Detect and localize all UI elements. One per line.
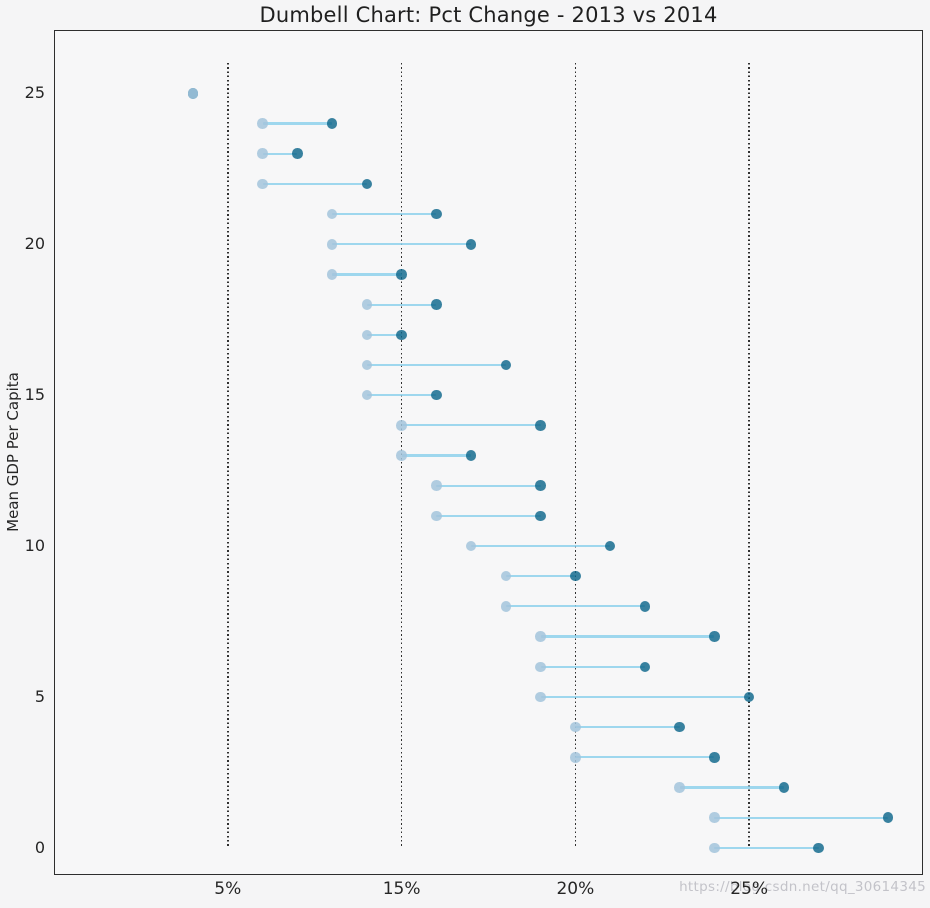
dot-pct-2013 — [465, 239, 477, 250]
dot-pct-2013 — [604, 540, 616, 552]
y-tick-label: 5 — [34, 686, 45, 706]
dumbbell-connector — [471, 544, 611, 548]
dumbbell-connector — [714, 816, 889, 819]
dumbbell-connector — [505, 605, 645, 608]
dot-pct-2013 — [535, 510, 546, 522]
plot-area — [54, 30, 923, 875]
x-tick-label: 25% — [730, 879, 769, 899]
dot-pct-2014 — [187, 88, 199, 99]
watermark: https://blog.csdn.net/qq_30614345 — [679, 879, 926, 895]
gridline — [574, 63, 577, 848]
dot-pct-2013 — [396, 269, 407, 280]
dumbbell-connector — [714, 846, 819, 849]
dumbbell-connector — [332, 243, 472, 246]
dumbbell-connector — [366, 333, 402, 336]
dot-pct-2013 — [326, 118, 338, 129]
dumbbell-connector — [366, 303, 437, 306]
x-tick-label: 5% — [214, 879, 242, 899]
y-tick-label: 25 — [24, 83, 45, 103]
dot-pct-2013 — [743, 691, 755, 703]
dumbbell-connector — [575, 756, 715, 759]
dot-pct-2014 — [709, 812, 720, 823]
dot-pct-2013 — [500, 359, 512, 371]
dot-pct-2014 — [361, 389, 373, 401]
dumbbell-connector — [436, 484, 541, 487]
dot-pct-2014 — [431, 510, 442, 522]
dot-pct-2014 — [326, 208, 338, 220]
dot-pct-2014 — [361, 329, 373, 341]
dot-pct-2014 — [257, 178, 268, 190]
x-tick-label: 15% — [382, 879, 421, 899]
dumbbell-connector — [540, 695, 750, 699]
dot-pct-2014 — [326, 239, 338, 250]
y-tick-label: 10 — [24, 536, 45, 556]
dumbbell-connector — [332, 273, 402, 276]
dumbbell-connector — [401, 454, 472, 457]
dot-pct-2013 — [709, 752, 720, 763]
dot-pct-2014 — [535, 661, 546, 672]
dot-pct-2014 — [500, 601, 512, 612]
dot-pct-2014 — [257, 148, 268, 159]
dot-pct-2013 — [813, 842, 824, 854]
dot-pct-2014 — [570, 721, 581, 733]
dot-pct-2013 — [778, 782, 790, 793]
dot-pct-2014 — [465, 540, 477, 552]
dot-pct-2014 — [535, 631, 546, 642]
dot-pct-2014 — [535, 691, 546, 703]
dumbbell-connector — [575, 726, 680, 729]
dot-pct-2013 — [292, 148, 303, 159]
dot-pct-2013 — [396, 329, 407, 341]
dot-pct-2014 — [431, 480, 442, 491]
dot-pct-2013 — [674, 721, 685, 733]
dot-pct-2013 — [639, 601, 651, 612]
x-tick-label: 20% — [556, 879, 595, 899]
dumbbell-connector — [262, 182, 367, 185]
dumbbell-connector — [436, 514, 541, 517]
dot-pct-2013 — [465, 450, 477, 461]
dot-pct-2014 — [500, 570, 512, 582]
dumbbell-connector — [262, 152, 298, 155]
dot-pct-2013 — [639, 661, 651, 672]
dot-pct-2013 — [431, 208, 442, 220]
dot-pct-2014 — [674, 782, 685, 793]
dot-pct-2013 — [431, 299, 442, 310]
dot-pct-2013 — [431, 389, 442, 401]
dot-pct-2014 — [570, 752, 581, 763]
dumbbell-connector — [505, 575, 576, 578]
dot-pct-2014 — [396, 450, 407, 461]
dot-pct-2014 — [709, 842, 720, 854]
y-axis-label: Mean GDP Per Capita — [4, 372, 22, 532]
dumbbell-connector — [540, 635, 715, 638]
dot-pct-2013 — [709, 631, 720, 642]
dot-pct-2013 — [361, 178, 373, 190]
dot-pct-2014 — [361, 299, 373, 310]
dot-pct-2013 — [535, 420, 546, 431]
y-tick-label: 15 — [24, 385, 45, 405]
dot-pct-2014 — [396, 420, 407, 431]
y-tick-label: 0 — [34, 837, 45, 857]
dot-pct-2013 — [570, 570, 581, 582]
gridline — [748, 63, 750, 848]
chart-title: Dumbell Chart: Pct Change - 2013 vs 2014 — [259, 3, 718, 27]
dot-pct-2014 — [326, 269, 338, 280]
dumbbell-connector — [401, 424, 541, 427]
dot-pct-2014 — [257, 118, 268, 129]
dumbbell-connector — [540, 665, 645, 668]
dot-pct-2013 — [882, 812, 894, 823]
dumbbell-connector — [366, 363, 506, 367]
gridline — [227, 63, 229, 848]
y-tick-label: 20 — [24, 234, 45, 254]
dumbbell-connector — [679, 786, 784, 789]
dumbbell-connector — [332, 212, 437, 216]
dumbbell-connector — [262, 122, 333, 125]
dumbbell-connector — [366, 394, 437, 397]
dot-pct-2013 — [535, 480, 546, 491]
dot-pct-2014 — [361, 359, 373, 371]
